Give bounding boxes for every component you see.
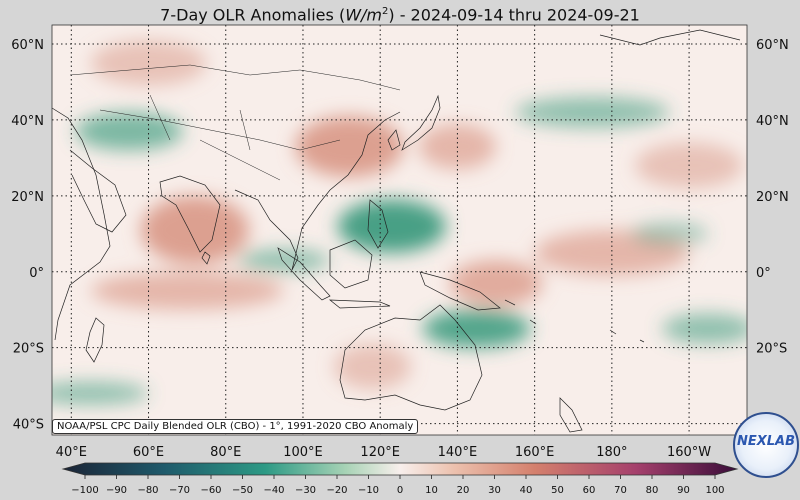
lon-label: 160°W [667, 445, 711, 460]
colorbar-tick-label: 90 [677, 485, 690, 496]
map-frame [51, 24, 748, 436]
coastline-north-pacific [599, 29, 741, 46]
lat-label-left: 20°N [11, 190, 44, 205]
colorbar-tick-label: −10 [358, 485, 379, 496]
coastline-korea [387, 129, 401, 151]
lon-label: 80°E [210, 445, 241, 460]
lat-label-left: 40°S [13, 418, 44, 433]
colorbar: −100 −90 −80 −70 −60 −50 −40 −30 −20 −10 0 10 20 30 40… [61, 462, 739, 496]
anomaly-region-16 [237, 248, 330, 272]
anomaly-region-15 [631, 222, 709, 246]
coastline-new-zealand [559, 397, 583, 433]
lat-label-left: 40°N [11, 114, 44, 129]
colorbar-tick-label: −50 [232, 485, 253, 496]
map-title: 7-Day OLR Anomalies (W/m2) - 2024-09-14 … [160, 5, 640, 25]
colorbar-tick-label: 100 [705, 485, 724, 496]
colorbar-tick-label: 30 [488, 485, 501, 496]
colorbar-tick-label: 50 [551, 485, 564, 496]
latitude-labels-left: 60°N 40°N 20°N 0° 20°S 40°S [11, 38, 44, 433]
lon-label: 160°E [515, 445, 555, 460]
lat-label-right: 0° [756, 266, 771, 281]
coastline-new-guinea [419, 271, 501, 311]
colorbar-tick-label: 20 [457, 485, 470, 496]
colorbar-tick-label: −100 [71, 485, 98, 496]
anomaly-region-0 [140, 195, 249, 265]
lat-label-left: 60°N [11, 38, 44, 53]
lon-label: 120°E [360, 445, 400, 460]
coastline-java [328, 299, 391, 309]
coastline-japan [401, 94, 441, 151]
coastline-sumatra [277, 247, 331, 301]
coastline-borneo [329, 239, 373, 289]
colorbar-tick-label: 0 [397, 485, 403, 496]
colorbar-tick-label: −40 [263, 485, 284, 496]
coastline-africa [52, 107, 111, 341]
colorbar-tick-label: −20 [326, 485, 347, 496]
colorbar-tick-label: 40 [520, 485, 533, 496]
lat-label-left: 20°S [13, 342, 44, 357]
lat-label-right: 40°N [756, 114, 789, 129]
latitude-labels-right: 60°N40°N20°N0°20°S40°S [756, 38, 789, 433]
lat-label-right: 20°S [756, 342, 787, 357]
lon-label: 40°E [56, 445, 87, 460]
anomaly-region-7 [333, 343, 412, 390]
anomaly-region-1 [295, 116, 404, 177]
coastline-australia [339, 304, 483, 411]
coastline-philippines [367, 199, 389, 249]
nexlab-logo[interactable]: NEXLAB [733, 412, 799, 478]
lat-label-right: 60°N [756, 38, 789, 53]
anomaly-region-12 [52, 381, 149, 405]
lat-label-left: 0° [29, 266, 44, 281]
coastline-sri-lanka [201, 251, 211, 265]
colorbar-tick-label: −90 [106, 485, 127, 496]
anomaly-region-4 [449, 260, 543, 306]
colorbar-tick-label: −60 [200, 485, 221, 496]
country-borders [69, 64, 401, 181]
colorbar-tick-label: 10 [425, 485, 438, 496]
anomaly-region-14 [662, 313, 747, 344]
logo-text: NEXLAB [736, 434, 796, 449]
colorbar-tick-label: 60 [583, 485, 596, 496]
data-source-note: NOAA/PSL CPC Daily Blended OLR (CBO) - 1… [52, 419, 419, 434]
coastline-arabia [69, 149, 127, 233]
colorbar-tick-label: 80 [646, 485, 659, 496]
coastline-india [159, 175, 221, 253]
colorbar-bar [61, 462, 739, 476]
colorbar-tick-label: 70 [614, 485, 627, 496]
coastlines [52, 29, 741, 433]
lon-label: 60°E [133, 445, 164, 460]
lat-label-right: 20°N [756, 190, 789, 205]
coastline-se-asia [234, 111, 401, 271]
anomaly-region-8 [90, 40, 207, 86]
lon-label: 100°E [283, 445, 323, 460]
coastline-pacific-islands [504, 299, 645, 343]
colorbar-ticks: −100 −90 −80 −70 −60 −50 −40 −30 −20 −10 0 10 20 30 40… [71, 475, 725, 496]
colorbar-tick-label: −70 [169, 485, 190, 496]
colorbar-tick-label: −30 [295, 485, 316, 496]
anomaly-region-11 [75, 112, 184, 151]
anomaly-region-10 [422, 309, 531, 348]
lon-label: 140°E [438, 445, 478, 460]
anomaly-region-2 [418, 123, 497, 170]
anomaly-field [52, 40, 747, 405]
anomaly-region-3 [90, 271, 284, 310]
lon-label: 180° [596, 445, 627, 460]
anomaly-region-13 [515, 97, 670, 128]
coastline-madagascar [85, 317, 105, 363]
colorbar-tick-label: −80 [137, 485, 158, 496]
anomaly-region-9 [337, 199, 446, 253]
